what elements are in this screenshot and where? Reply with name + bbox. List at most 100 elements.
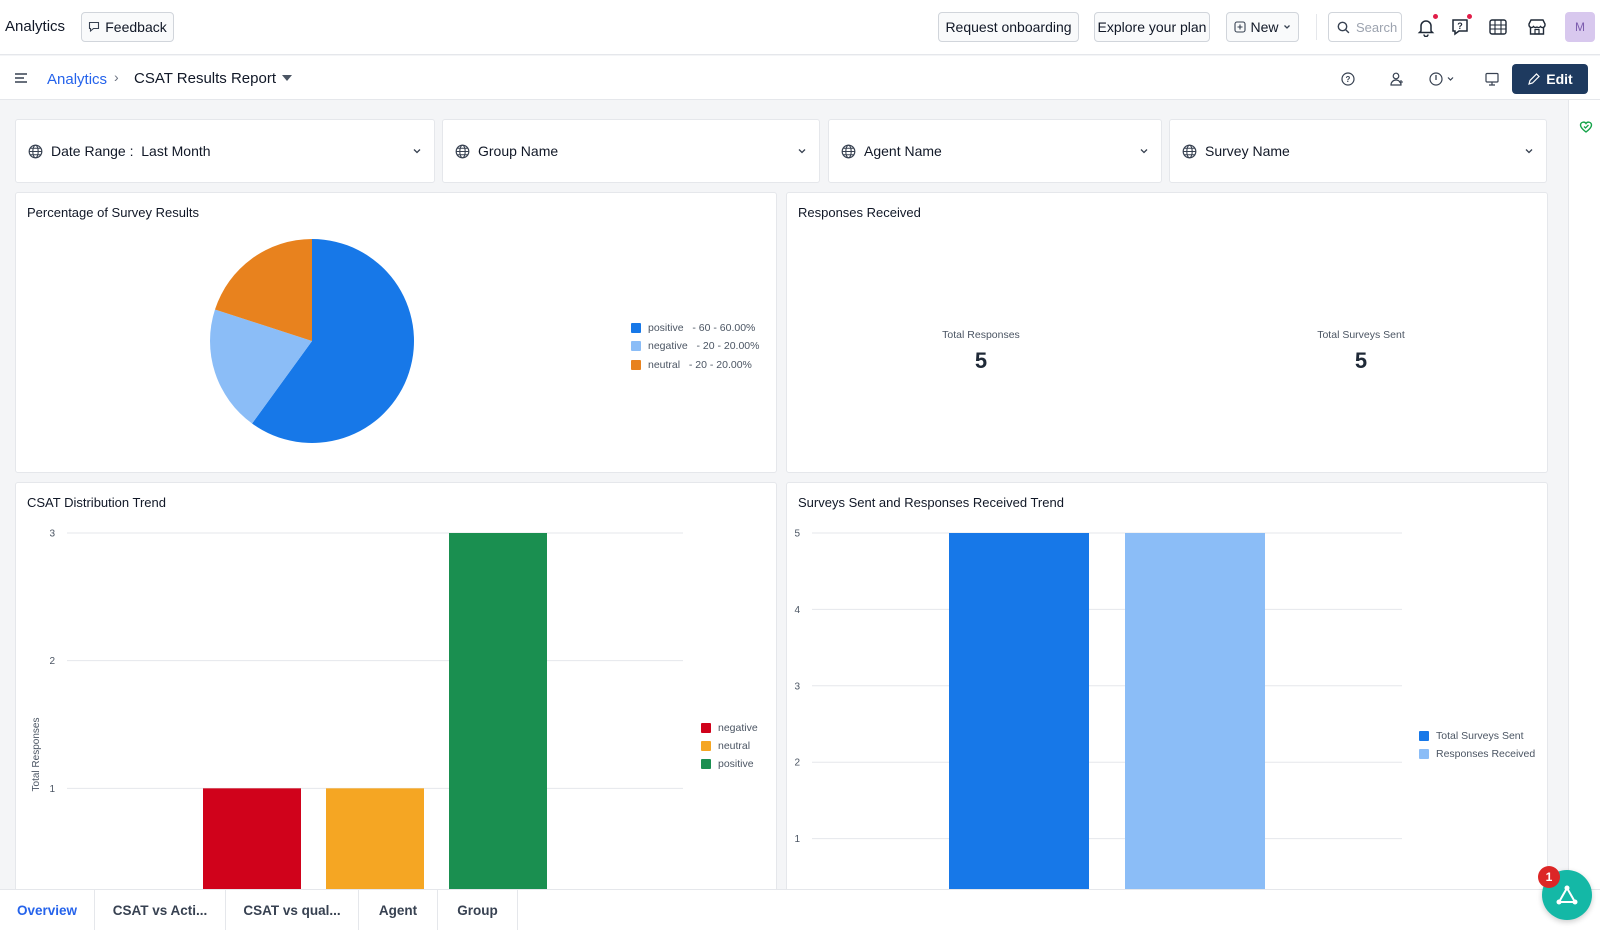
y-tick-label: 2 [794,758,800,769]
notification-dot [1432,13,1439,20]
pie-slice-negative[interactable] [210,309,312,424]
pie-legend-neutral[interactable]: neutral - 20 - 20.00% [631,359,752,371]
globe-icon [28,144,43,158]
help-dot [1466,13,1473,20]
schedule-dropdown[interactable] [1425,68,1459,90]
marketplace-button[interactable] [1524,14,1550,40]
legend-label: Responses Received [1436,748,1536,760]
bar-total-surveys-sent[interactable] [949,533,1089,892]
total-responses-label: Total Responses [942,329,1020,341]
breadcrumb-separator: › [114,69,119,85]
apps-icon [1489,19,1507,35]
notifications-button[interactable] [1413,13,1439,40]
tab-overview[interactable]: Overview [0,890,95,930]
filter-date-range[interactable]: Date Range : Last Month [15,119,435,183]
comment-icon [89,21,100,33]
bar-negative[interactable] [203,788,301,892]
edit-button[interactable]: Edit [1512,64,1588,94]
y-tick-label: 3 [49,529,55,540]
tab-csat-vs-quality[interactable]: CSAT vs qual... [226,890,359,930]
legend-swatch [631,323,641,333]
card-title: Percentage of Survey Results [27,205,199,220]
filter-group-name[interactable]: Group Name [442,119,820,183]
card-title: Surveys Sent and Responses Received Tren… [798,495,1064,510]
hamburger-icon [15,73,27,83]
filter-agent-name[interactable]: Agent Name [828,119,1162,183]
help-icon: ? [1452,19,1468,36]
pie-chart [210,239,414,443]
pie-legend-positive[interactable]: positive - 60 - 60.00% [631,322,755,334]
help-button[interactable]: ? [1447,13,1473,40]
y-tick-label: 5 [794,529,800,540]
bar-positive[interactable] [449,533,547,892]
card-surveys-sent-trend: Surveys Sent and Responses Received Tren… [786,482,1548,892]
globe-icon [1182,144,1197,158]
new-button[interactable]: New [1226,12,1299,42]
plus-box-icon [1234,21,1247,33]
y-tick-label: 1 [49,784,55,795]
assist-icon[interactable] [1579,120,1593,134]
assistant-icon [1556,885,1578,905]
report-switcher-caret-icon[interactable] [282,75,292,81]
menu-toggle[interactable] [14,71,28,89]
bar-neutral[interactable] [326,788,424,892]
edit-label: Edit [1546,71,1573,87]
tab-group[interactable]: Group [438,890,518,930]
legend-swatch [631,360,641,370]
request-onboarding-button[interactable]: Request onboarding [938,12,1079,42]
search-placeholder: Search [1356,19,1398,35]
total-surveys-sent-value: 5 [1354,348,1368,373]
user-avatar[interactable]: M [1565,12,1595,42]
filter-label: Date Range : Last Month [51,143,211,159]
help-circle-button[interactable]: ? [1337,68,1359,90]
globe-icon [455,144,470,158]
page-header: Analytics › CSAT Results Report ? Edit [0,56,1600,100]
y-tick-label: 2 [49,656,55,667]
csat-legend-neutral[interactable]: neutral [701,740,750,752]
globe-icon [841,144,856,158]
pencil-icon [1528,72,1541,85]
search-input[interactable]: Search [1328,12,1402,42]
tab-csat-vs-activity[interactable]: CSAT vs Acti... [95,890,226,930]
legend-swatch [1419,731,1429,741]
tab-agent[interactable]: Agent [359,890,438,930]
search-icon [1337,21,1350,33]
marketplace-icon [1528,19,1546,35]
assistant-badge: 1 [1538,866,1560,888]
filter-survey-name[interactable]: Survey Name [1169,119,1547,183]
explore-plan-button[interactable]: Explore your plan [1094,12,1210,42]
feedback-button[interactable]: Feedback [81,12,174,42]
surveys-legend-received[interactable]: Responses Received [1419,748,1535,760]
share-user-button[interactable] [1386,68,1408,90]
pie-legend-negative[interactable]: negative - 20 - 20.00% [631,340,760,352]
top-bar: Analytics Feedback Request onboarding Ex… [0,0,1600,55]
svg-text:?: ? [1346,75,1351,84]
legend-label: neutral [718,740,751,752]
surveys-legend-sent[interactable]: Total Surveys Sent [1419,730,1524,742]
legend-label: Total Surveys Sent [1436,730,1524,742]
legend-swatch [1419,749,1429,759]
y-tick-label: 1 [794,834,800,845]
csat-legend-negative[interactable]: negative [701,722,758,734]
legend-label: negative [718,722,758,734]
chevron-down-icon [413,149,421,154]
csat-legend-positive[interactable]: positive [701,758,754,770]
filter-label: Survey Name [1205,143,1290,159]
total-responses-value: 5 [974,348,988,373]
bar-responses-received[interactable] [1125,533,1265,892]
chevron-down-icon [1283,25,1290,29]
y-tick-label: 4 [794,605,800,616]
y-axis-label: Total Responses [31,718,42,792]
present-button[interactable] [1481,68,1503,90]
breadcrumb-analytics-link[interactable]: Analytics [47,71,108,88]
svg-text:?: ? [1457,21,1463,31]
apps-button[interactable] [1485,14,1511,40]
legend-label: positive [718,758,754,770]
legend-swatch [631,341,641,351]
bell-icon [1417,20,1435,37]
pie-slice-neutral[interactable] [214,239,312,341]
pie-slice-positive[interactable] [252,239,414,443]
chevron-down-icon [1525,149,1533,154]
help-circle-icon: ? [1341,72,1355,86]
csat-bar-chart: 1 2 3 Total Responses [31,529,683,892]
